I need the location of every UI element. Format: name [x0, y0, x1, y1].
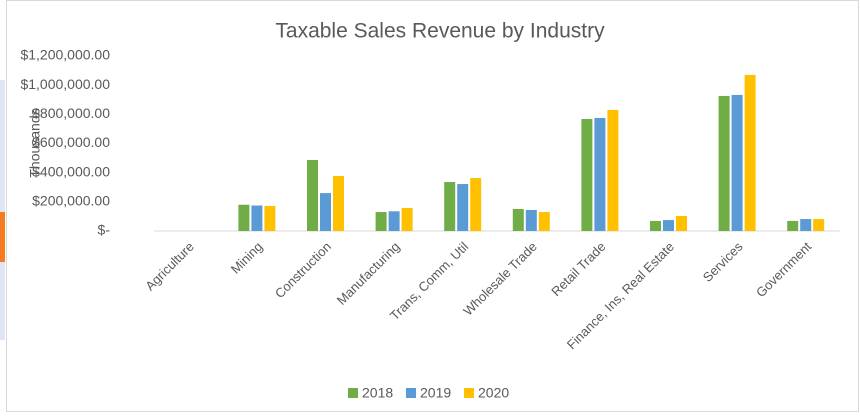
- legend-label: 2018: [362, 385, 393, 401]
- x-tick-label: Mining: [228, 239, 266, 277]
- x-tick-label: Wholesale Trade: [460, 239, 540, 319]
- bar: [718, 95, 730, 231]
- bar: [607, 109, 619, 231]
- bar: [238, 204, 250, 231]
- bar: [320, 193, 331, 231]
- y-tick-label: $1,200,000.00: [20, 47, 110, 63]
- legend-label: 2019: [420, 385, 451, 401]
- x-tick-label: Government: [753, 239, 814, 300]
- chart-title: Taxable Sales Revenue by Industry: [275, 20, 605, 43]
- bar: [663, 220, 674, 231]
- bar: [251, 205, 263, 231]
- x-tick-label: Retail Trade: [548, 239, 608, 299]
- y-tick-label: $800,000.00: [32, 105, 110, 121]
- bar: [388, 211, 400, 231]
- y-tick-label: $400,000.00: [32, 163, 110, 179]
- bar: [333, 176, 344, 231]
- bar: [444, 182, 456, 231]
- bar: [731, 94, 743, 231]
- legend-swatch: [406, 388, 416, 398]
- side-strip-accent: [0, 212, 5, 262]
- bar: [307, 159, 318, 231]
- y-axis-title: Thousands: [27, 108, 43, 177]
- bar: [676, 215, 687, 231]
- bar: [800, 219, 812, 231]
- y-tick-label: $600,000.00: [32, 134, 110, 150]
- bar: [264, 205, 276, 231]
- legend-swatch: [464, 388, 474, 398]
- legend-swatch: [348, 388, 358, 398]
- side-strip: [0, 80, 5, 340]
- bar: [538, 212, 550, 231]
- x-tick-label: Agriculture: [142, 239, 197, 294]
- x-tick-label: Services: [700, 239, 746, 285]
- bar: [650, 220, 661, 231]
- bar: [457, 184, 469, 231]
- x-tick-label: Construction: [272, 239, 334, 301]
- bar: [470, 178, 482, 231]
- bar: [581, 119, 593, 231]
- bar: [512, 208, 524, 231]
- bar: [813, 219, 825, 231]
- bar: [525, 210, 537, 231]
- chart-border: [6, 0, 859, 412]
- y-tick-label: $-: [98, 222, 111, 238]
- bar: [401, 207, 413, 231]
- y-tick-label: $1,000,000.00: [20, 76, 110, 92]
- y-tick-label: $200,000.00: [32, 193, 110, 209]
- bar: [744, 74, 756, 231]
- legend-label: 2020: [478, 385, 509, 401]
- bar: [375, 212, 387, 231]
- x-tick-label: Manufacturing: [334, 239, 403, 308]
- bar: [594, 117, 606, 231]
- bar: [787, 220, 799, 231]
